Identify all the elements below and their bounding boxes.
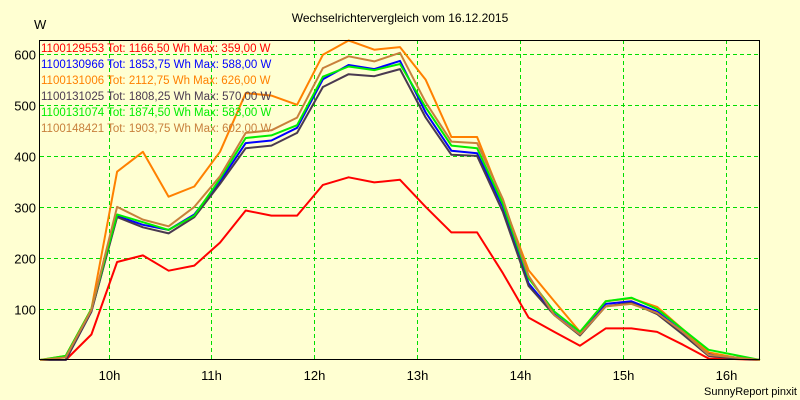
y-tick-label: 400 [14,150,36,165]
x-tick-label: 13h [407,368,429,383]
chart-title: Wechselrichtervergleich vom 16.12.2015 [292,11,509,25]
x-tick-label: 10h [99,368,121,383]
x-tick-label: 12h [304,368,326,383]
legend-entry-1100131074: 1100131074 Tot: 1874,50 Wh Max: 583,00 W [41,107,272,119]
legend-entry-1100131006: 1100131006 Tot: 2112,75 Wh Max: 626,00 W [41,75,271,87]
series-line-1100148421 [39,51,761,361]
series-line-1100131074 [39,63,761,361]
legend-entry-1100129553: 1100129553 Tot: 1166,50 Wh Max: 359,00 W [41,43,271,55]
axis-ticks: 100 200 300 400 500 600 10h 11h 12h 13h 14h 15h 16h [14,48,737,384]
legend-entry-1100130966: 1100130966 Tot: 1853,75 Wh Max: 588,00 W [41,59,272,71]
grid [40,40,760,360]
legend-entry-1100148421: 1100148421 Tot: 1903,75 Wh Max: 602,00 W [41,123,272,135]
x-tick-label: 15h [613,368,635,383]
x-tick-label: 11h [201,368,222,383]
legend-entry-1100131025: 1100131025 Tot: 1808,25 Wh Max: 570,00 W [41,91,272,103]
y-tick-label: 100 [14,303,36,318]
y-tick-label: 500 [14,99,36,114]
series-line-1100129553 [40,176,761,361]
x-tick-label: 16h [716,368,738,383]
x-tick-label: 14h [510,368,532,383]
y-tick-label: 200 [14,252,36,267]
plot-frame [39,40,760,360]
series-lines [39,39,761,361]
footer-credit: SunnyReport pinxit [704,386,797,398]
y-tick-label: 600 [14,48,36,63]
legend: 1100129553 Tot: 1166,50 Wh Max: 359,00 W… [41,43,272,135]
y-tick-label: 300 [14,201,36,216]
y-axis-label: W [34,17,47,32]
